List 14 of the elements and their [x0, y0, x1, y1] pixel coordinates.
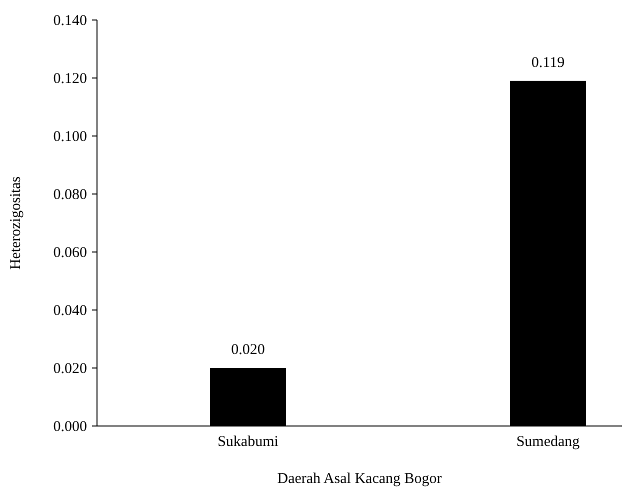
y-tick-label: 0.100: [53, 128, 87, 145]
x-axis-title: Daerah Asal Kacang Bogor: [277, 471, 442, 487]
x-tick-label: Sumedang: [516, 434, 580, 450]
y-tick-label: 0.120: [53, 70, 87, 87]
y-tick-label: 0.140: [53, 12, 87, 29]
x-tick-label: Sukabumi: [218, 434, 278, 450]
data-label: 0.119: [531, 54, 565, 71]
y-tick-label: 0.080: [53, 186, 87, 203]
y-tick-label: 0.020: [53, 360, 87, 377]
y-axis-title: Heterozigositas: [8, 176, 24, 270]
y-tick-label: 0.040: [53, 302, 87, 319]
y-tick-label: 0.060: [53, 244, 87, 261]
data-label: 0.020: [231, 342, 265, 358]
y-tick-label: 0.000: [53, 418, 87, 435]
